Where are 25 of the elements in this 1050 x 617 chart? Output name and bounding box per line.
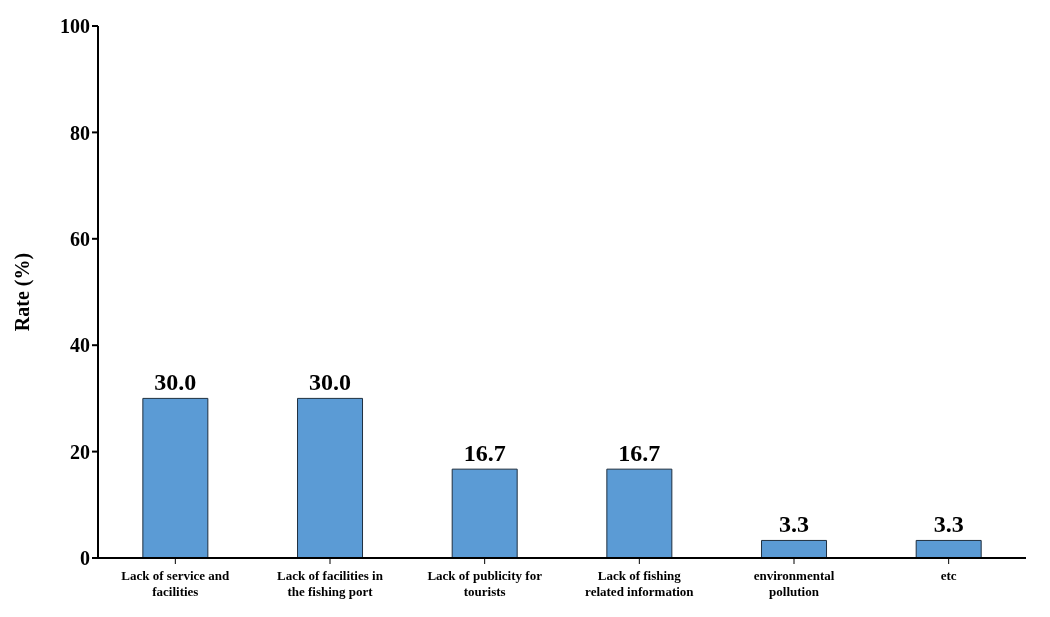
y-tick-label: 20 bbox=[70, 440, 90, 463]
data-label: 3.3 bbox=[933, 511, 964, 538]
data-label: 16.7 bbox=[618, 440, 661, 467]
bar bbox=[451, 468, 518, 558]
x-tick-label: Lack of publicity for tourists bbox=[427, 568, 543, 599]
bar bbox=[606, 468, 673, 558]
bar bbox=[142, 397, 209, 558]
x-tick-label: Lack of service and facilities bbox=[121, 568, 231, 599]
y-axis-title: Rate (%) bbox=[11, 252, 35, 332]
data-label: 30.0 bbox=[309, 369, 352, 396]
bar bbox=[761, 539, 828, 558]
y-tick-label: 0 bbox=[80, 547, 90, 570]
bar bbox=[915, 539, 982, 558]
y-tick-label: 100 bbox=[60, 15, 90, 38]
x-tick-label: environmental pollution bbox=[753, 568, 835, 599]
y-tick-label: 80 bbox=[70, 121, 90, 144]
y-tick-label: 40 bbox=[70, 334, 90, 357]
data-label: 30.0 bbox=[154, 369, 197, 396]
y-tick-label: 60 bbox=[70, 227, 90, 250]
bar bbox=[297, 397, 364, 558]
data-label: 16.7 bbox=[463, 440, 506, 467]
x-tick-label: Lack of fishing related information bbox=[585, 568, 695, 599]
x-tick-label: etc bbox=[940, 568, 957, 583]
data-label: 3.3 bbox=[779, 511, 810, 538]
x-tick-label: Lack of facilities in the fishing port bbox=[277, 568, 384, 599]
